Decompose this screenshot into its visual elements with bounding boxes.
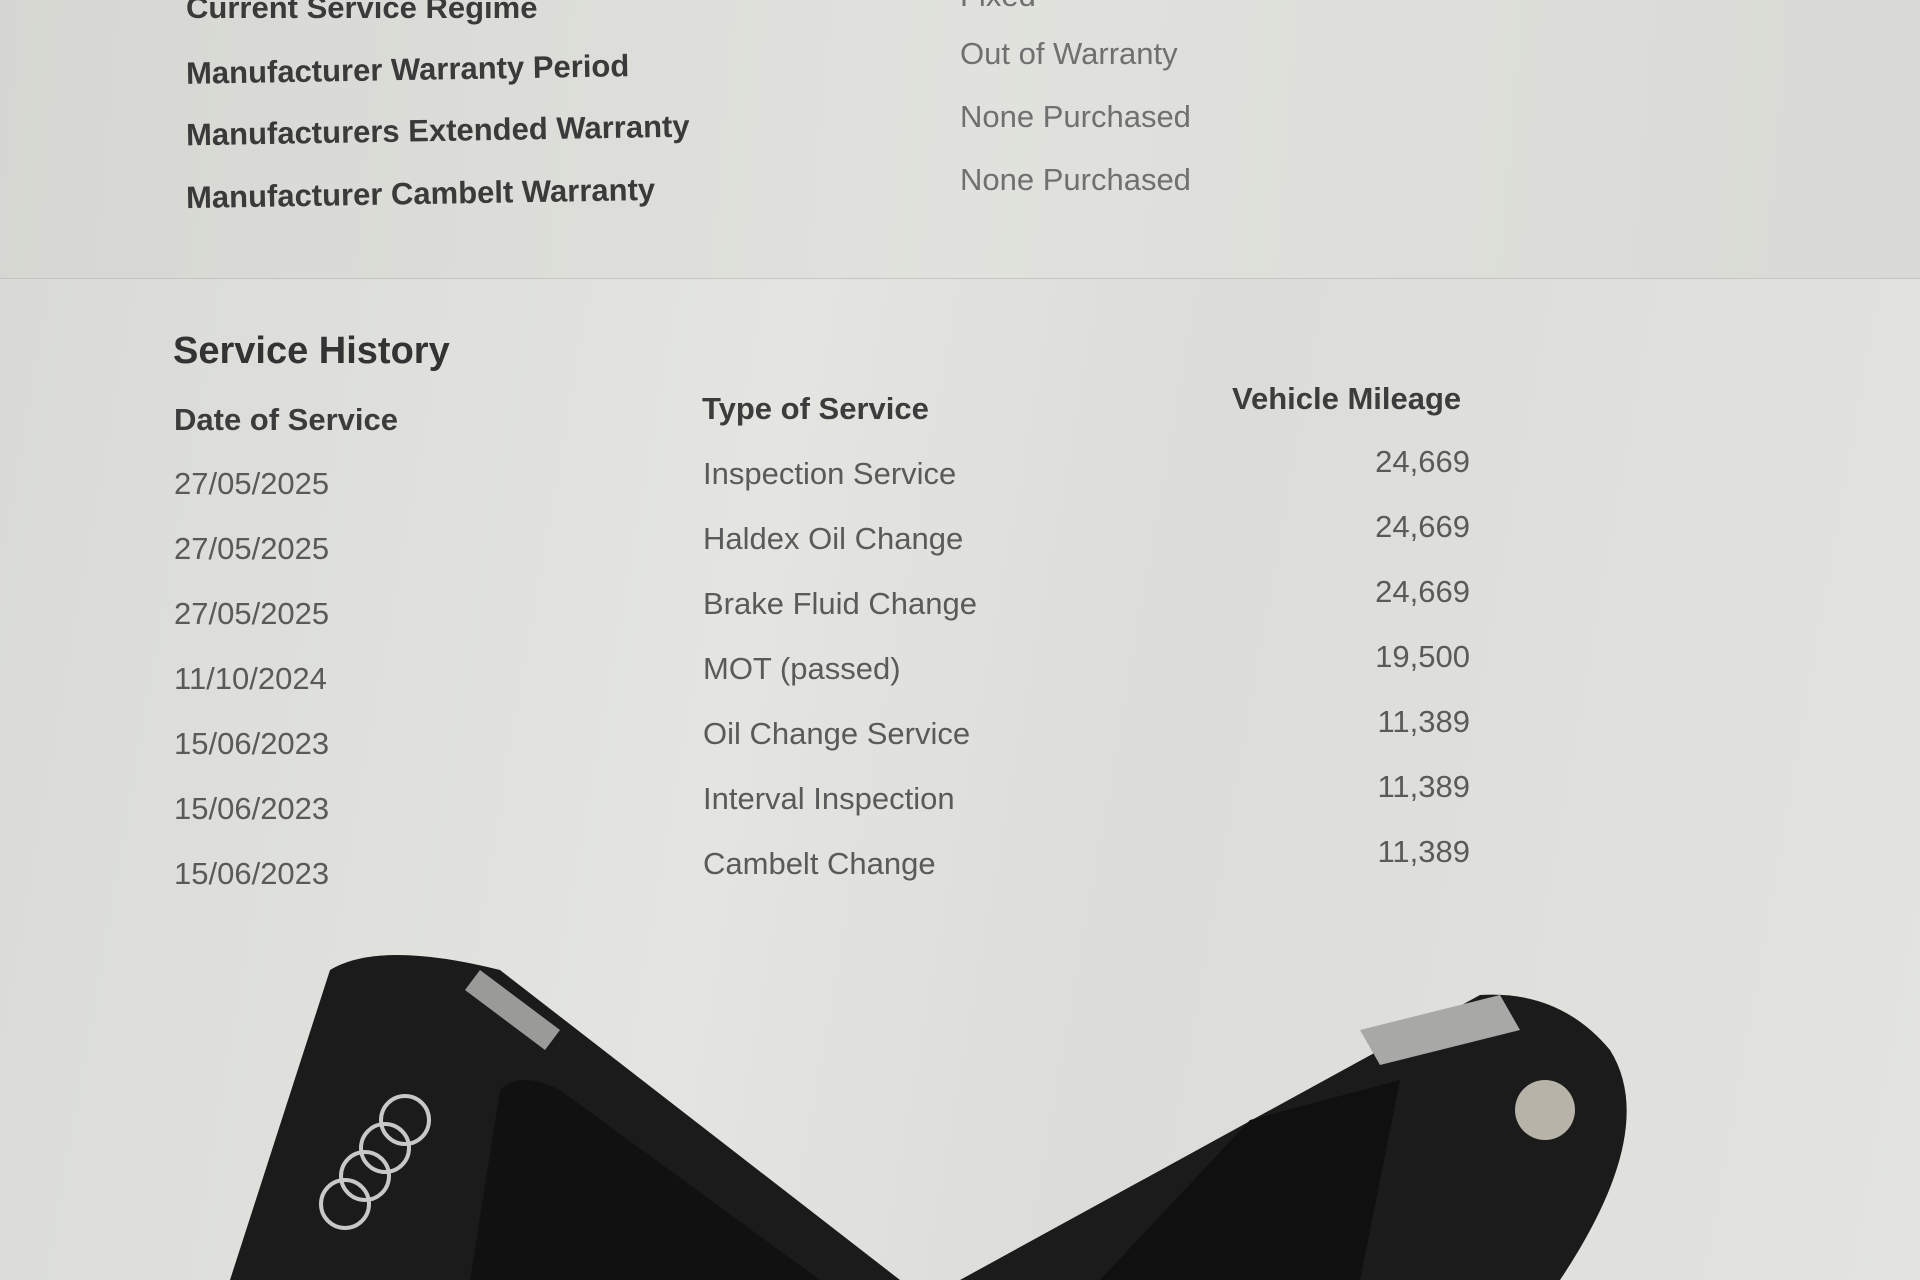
table-row: 27/05/2025 Haldex Oil Change 24,669: [0, 509, 1920, 591]
cell-mileage: 11,389: [1377, 834, 1470, 869]
right-key: [960, 994, 1627, 1280]
table-row: 27/05/2025 Inspection Service 24,669: [0, 444, 1920, 526]
table-row: 11/10/2024 MOT (passed) 19,500: [0, 639, 1920, 721]
cell-mileage: 24,669: [1375, 444, 1470, 479]
cell-date: 15/06/2023: [174, 856, 330, 891]
cell-type: Cambelt Change: [703, 846, 936, 881]
cell-mileage: 24,669: [1375, 509, 1470, 544]
cell-type: MOT (passed): [703, 651, 901, 686]
car-keys-image: [230, 955, 1627, 1280]
column-header-date: Date of Service: [174, 402, 398, 437]
warranty-label: Manufacturers Extended Warranty: [185, 108, 690, 153]
column-header-mileage: Vehicle Mileage: [1232, 381, 1462, 416]
cell-date: 15/06/2023: [174, 726, 330, 761]
warranty-value: None Purchased: [960, 162, 1191, 197]
warranty-label: Manufacturer Warranty Period: [185, 48, 630, 91]
cell-mileage: 11,389: [1377, 769, 1470, 804]
warranty-value: Out of Warranty: [960, 36, 1178, 71]
cell-mileage: 24,669: [1375, 574, 1470, 609]
four-rings-logo-icon: [319, 1094, 431, 1230]
cell-type: Inspection Service: [703, 456, 957, 491]
warranty-value: Fixed: [960, 0, 1036, 14]
column-header-type: Type of Service: [702, 391, 929, 426]
warranty-label: Current Service Regime: [186, 0, 538, 25]
warranty-sheet: Current Service Regime Fixed Manufacture…: [0, 0, 1920, 279]
service-history-title: Service History: [173, 330, 450, 372]
left-key: [230, 955, 900, 1280]
cell-date: 27/05/2025: [174, 596, 330, 631]
cell-type: Haldex Oil Change: [703, 521, 964, 556]
key-release-button-icon: [1515, 1080, 1575, 1140]
cell-type: Oil Change Service: [703, 716, 971, 751]
warranty-label: Manufacturer Cambelt Warranty: [185, 171, 656, 216]
cell-date: 27/05/2025: [174, 466, 330, 501]
cell-date: 11/10/2024: [174, 661, 327, 696]
table-row: 15/06/2023 Interval Inspection 11,389: [0, 769, 1920, 851]
table-row: 15/06/2023 Oil Change Service 11,389: [0, 704, 1920, 786]
warranty-value: None Purchased: [960, 99, 1191, 134]
cell-mileage: 11,389: [1377, 704, 1470, 739]
table-row: 15/06/2023 Cambelt Change 11,389: [0, 834, 1920, 916]
cell-mileage: 19,500: [1375, 639, 1470, 674]
table-row: 27/05/2025 Brake Fluid Change 24,669: [0, 574, 1920, 656]
cell-date: 27/05/2025: [174, 531, 330, 566]
cell-type: Interval Inspection: [703, 781, 955, 816]
cell-type: Brake Fluid Change: [703, 586, 977, 621]
cell-date: 15/06/2023: [174, 791, 330, 826]
